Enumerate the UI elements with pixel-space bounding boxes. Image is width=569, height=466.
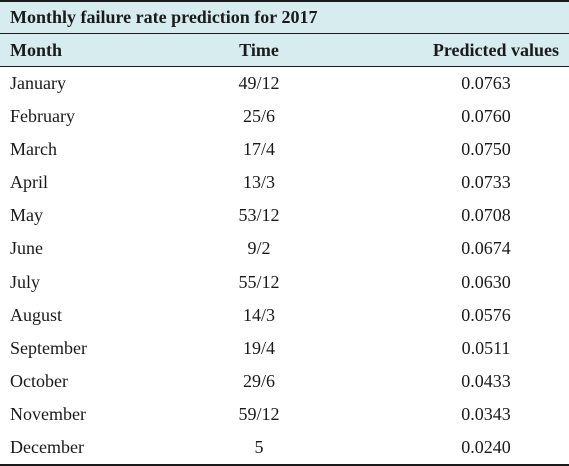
cell-time: 59/12 bbox=[238, 403, 280, 424]
cell-time: 55/12 bbox=[238, 271, 280, 292]
table-body: January 49/12 0.0763 February 25/6 0.076… bbox=[0, 67, 569, 466]
cell-time: 25/6 bbox=[242, 106, 276, 127]
table-row: January 49/12 0.0763 bbox=[0, 67, 569, 100]
cell-predicted: 0.0763 bbox=[461, 73, 511, 93]
cell-predicted: 0.0511 bbox=[461, 337, 511, 358]
cell-predicted: 0.0433 bbox=[461, 370, 511, 391]
table-row: May 53/12 0.0708 bbox=[0, 199, 569, 232]
cell-time: 53/12 bbox=[238, 205, 280, 226]
table-row: April 13/3 0.0733 bbox=[0, 166, 569, 199]
cell-predicted: 0.0760 bbox=[461, 106, 511, 127]
cell-month: July bbox=[10, 271, 41, 292]
cell-month: November bbox=[10, 403, 86, 424]
header-time: Time bbox=[239, 40, 279, 60]
header-predicted-values: Predicted values bbox=[432, 40, 559, 60]
table-header-row: Month Time Predicted values bbox=[0, 33, 569, 67]
cell-time: 17/4 bbox=[242, 139, 276, 160]
cell-predicted: 0.0343 bbox=[461, 403, 511, 424]
table-row: November 59/12 0.0343 bbox=[0, 398, 569, 431]
cell-time: 13/3 bbox=[242, 172, 276, 193]
table-row: October 29/6 0.0433 bbox=[0, 365, 569, 398]
cell-month: May bbox=[10, 205, 43, 226]
cell-month: January bbox=[10, 73, 66, 93]
table-row: March 17/4 0.0750 bbox=[0, 133, 569, 166]
cell-month: December bbox=[10, 437, 84, 458]
cell-time: 19/4 bbox=[242, 337, 276, 358]
cell-predicted: 0.0733 bbox=[461, 172, 511, 193]
cell-predicted: 0.0674 bbox=[461, 238, 511, 259]
cell-predicted: 0.0240 bbox=[461, 437, 511, 458]
cell-time: 9/2 bbox=[247, 238, 271, 259]
cell-time: 14/3 bbox=[242, 304, 276, 325]
cell-month: February bbox=[10, 106, 75, 127]
table-row: December 5 0.0240 bbox=[0, 431, 569, 464]
table-row: June 9/2 0.0674 bbox=[0, 232, 569, 265]
cell-month: June bbox=[10, 238, 43, 259]
cell-predicted: 0.0576 bbox=[461, 304, 511, 325]
cell-time: 5 bbox=[254, 437, 264, 458]
cell-month: September bbox=[10, 337, 87, 358]
table-row: February 25/6 0.0760 bbox=[0, 100, 569, 133]
cell-month: April bbox=[10, 172, 48, 193]
table-row: August 14/3 0.0576 bbox=[0, 299, 569, 332]
cell-predicted: 0.0750 bbox=[461, 139, 511, 160]
table-caption: Monthly failure rate prediction for 2017 bbox=[0, 0, 569, 33]
table-row: September 19/4 0.0511 bbox=[0, 332, 569, 365]
cell-month: March bbox=[10, 139, 57, 160]
cell-month: August bbox=[10, 304, 63, 325]
table-row: July 55/12 0.0630 bbox=[0, 266, 569, 299]
cell-time: 29/6 bbox=[242, 370, 276, 391]
cell-predicted: 0.0630 bbox=[461, 271, 511, 292]
header-month: Month bbox=[10, 40, 63, 60]
cell-time: 49/12 bbox=[238, 73, 280, 93]
cell-predicted: 0.0708 bbox=[461, 205, 511, 226]
cell-month: October bbox=[10, 370, 68, 391]
